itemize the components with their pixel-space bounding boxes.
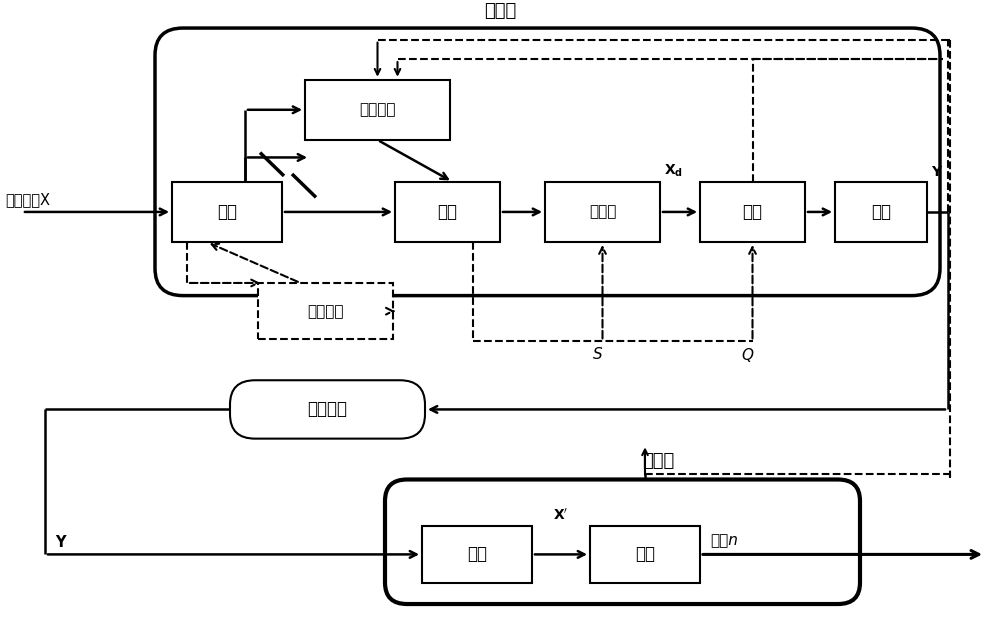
Bar: [172, 182, 282, 242]
FancyBboxPatch shape: [385, 479, 860, 604]
Text: 服务器: 服务器: [642, 452, 674, 470]
Bar: [422, 526, 532, 583]
Text: $\mathbf{Y}$: $\mathbf{Y}$: [931, 165, 943, 179]
Text: $\mathbf{X'}$: $\mathbf{X'}$: [553, 508, 569, 523]
Bar: [395, 182, 500, 242]
Bar: [545, 182, 660, 242]
Text: $Q$: $Q$: [741, 346, 754, 364]
Text: $\mathbf{X_d}$: $\mathbf{X_d}$: [664, 162, 683, 179]
Text: 摄像: 摄像: [217, 203, 237, 221]
Text: 解码: 解码: [467, 545, 487, 563]
Text: 编码: 编码: [742, 203, 763, 221]
Text: 类别n: 类别n: [710, 533, 738, 549]
FancyBboxPatch shape: [155, 28, 940, 296]
Bar: [590, 526, 700, 583]
Text: 归类: 归类: [635, 545, 655, 563]
Text: 控制: 控制: [438, 203, 458, 221]
Text: 变化感应: 变化感应: [307, 304, 344, 319]
Text: 下采样: 下采样: [589, 204, 616, 219]
Text: $S$: $S$: [592, 346, 603, 362]
Text: 传感器: 传感器: [484, 1, 516, 19]
Bar: [835, 182, 927, 242]
Bar: [305, 79, 450, 140]
Bar: [700, 182, 805, 242]
FancyBboxPatch shape: [230, 380, 425, 438]
Text: 传输信道: 传输信道: [308, 401, 348, 419]
Text: 目标图像X: 目标图像X: [5, 192, 50, 207]
Text: 模型训练: 模型训练: [359, 103, 396, 117]
Bar: [258, 283, 393, 339]
Text: 传输: 传输: [871, 203, 891, 221]
Text: $\mathbf{Y}$: $\mathbf{Y}$: [55, 533, 68, 549]
